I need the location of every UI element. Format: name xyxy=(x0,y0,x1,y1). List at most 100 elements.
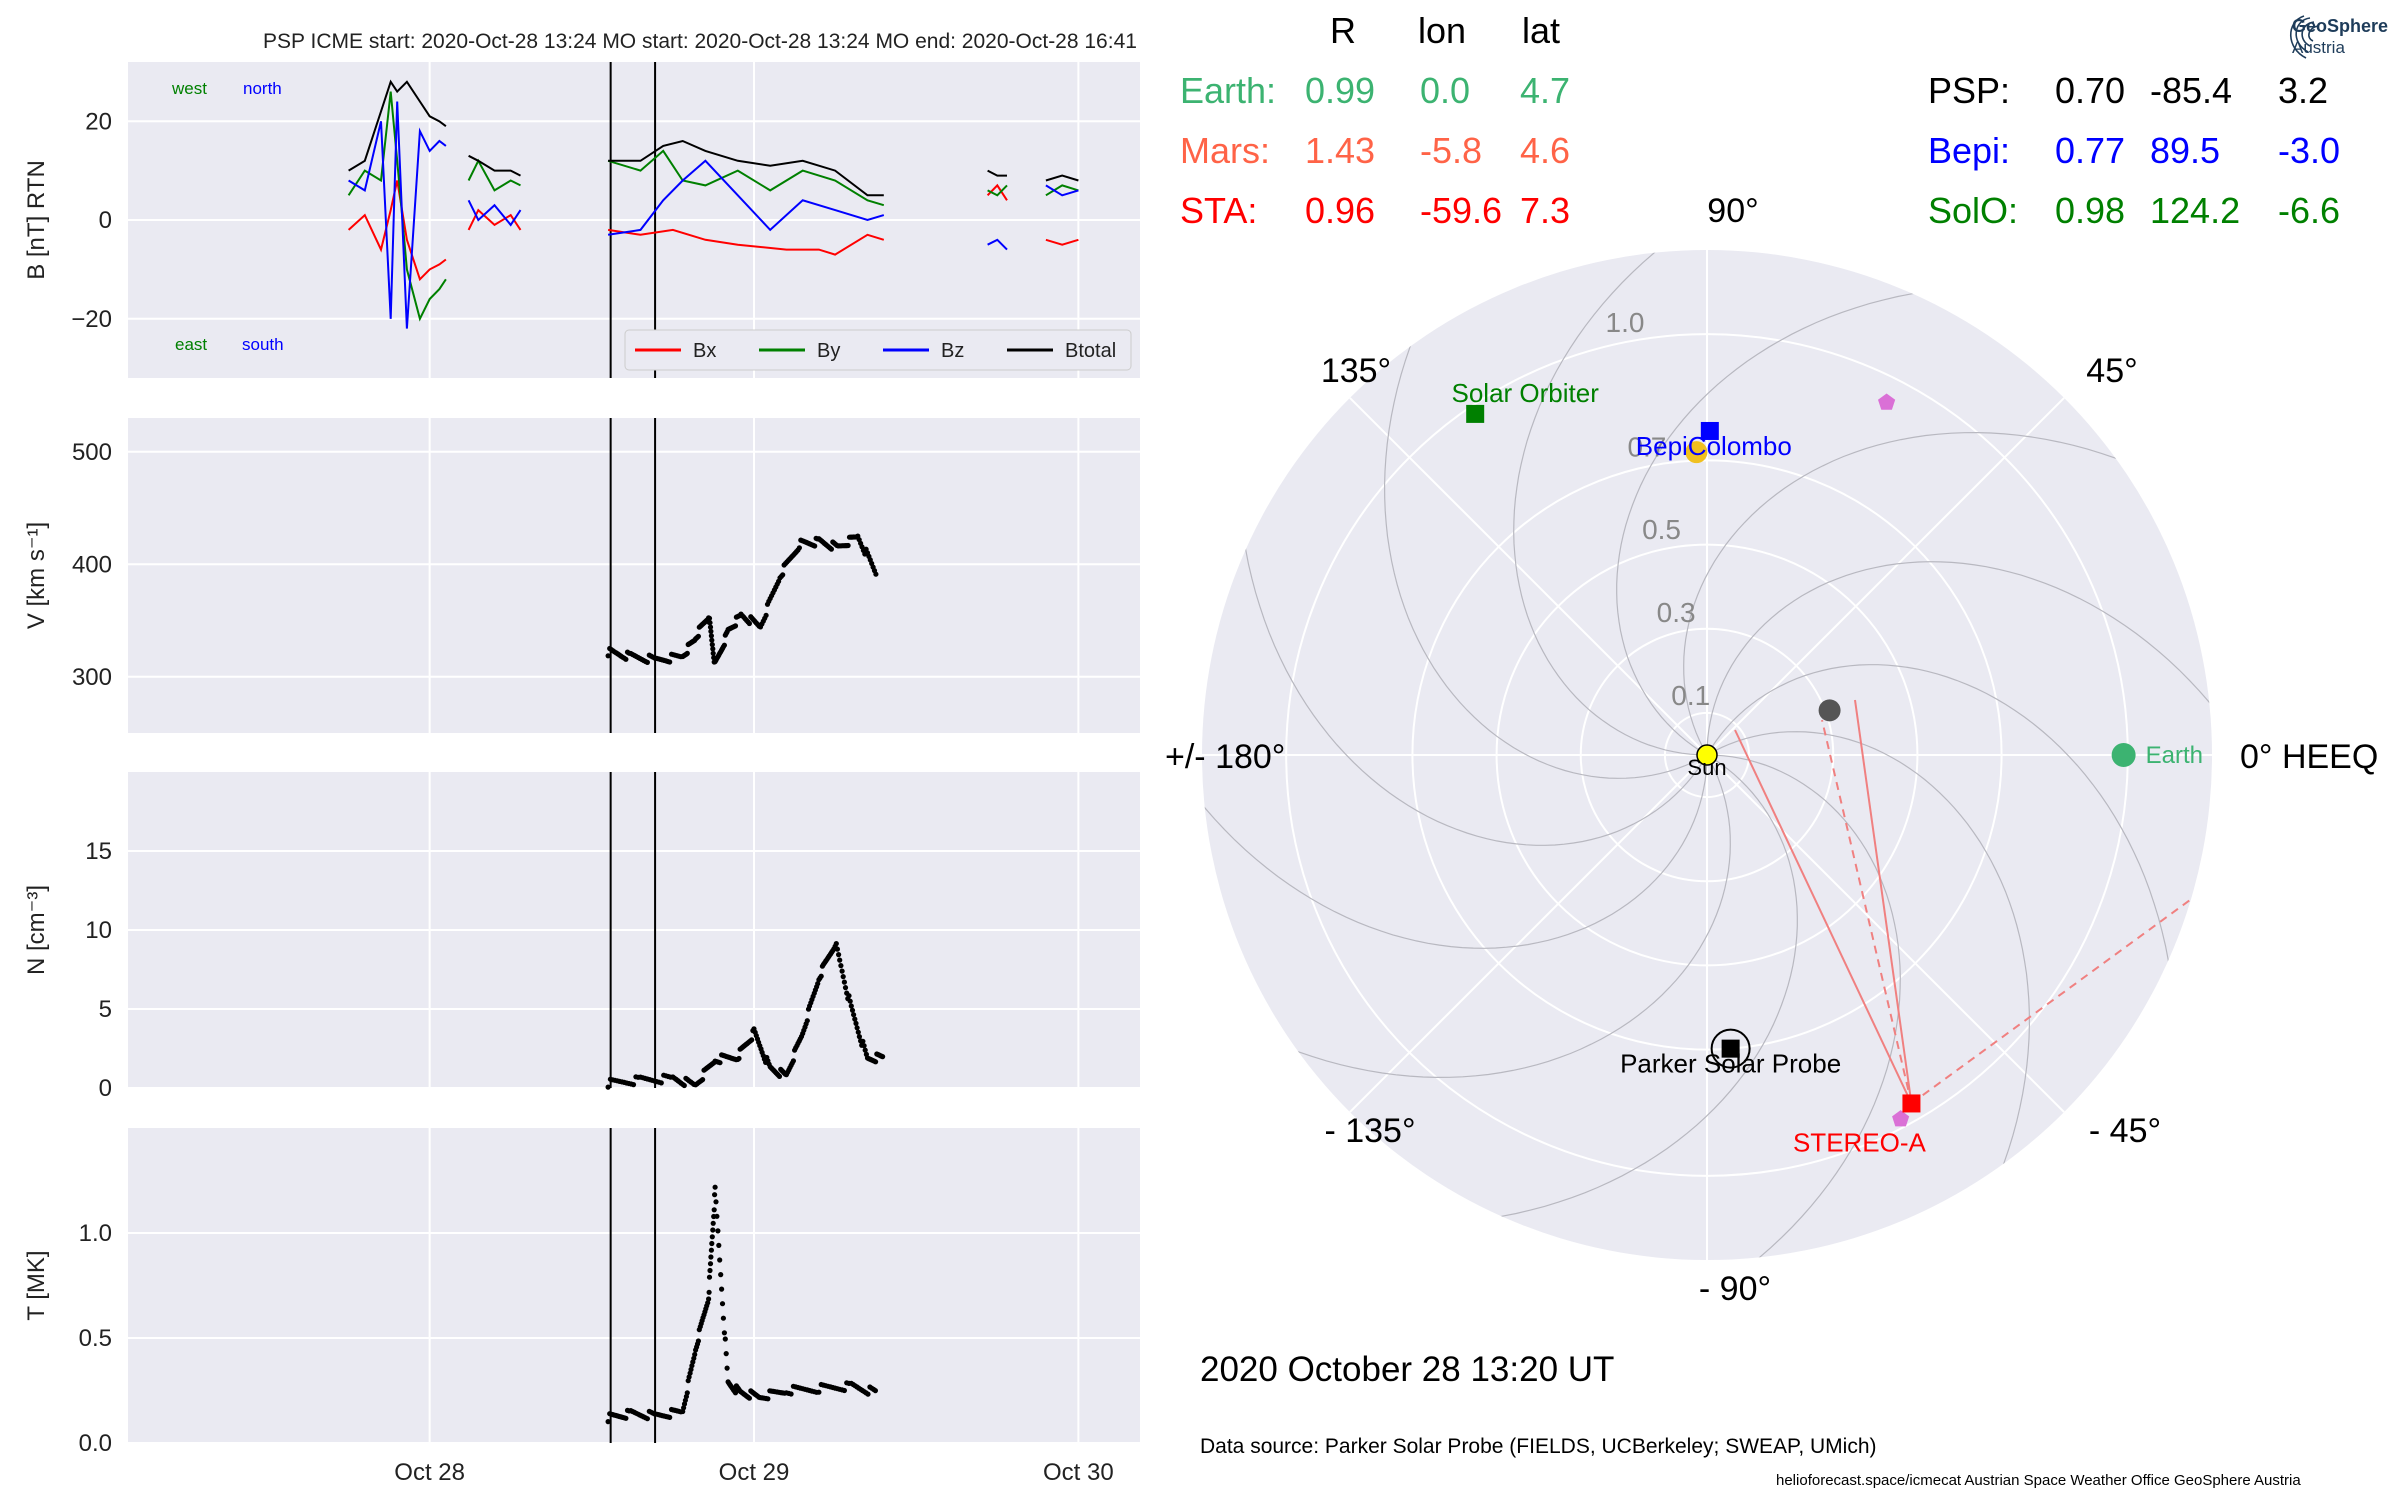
table-cell-name: STA: xyxy=(1180,190,1258,231)
y-axis-label: T [MK] xyxy=(23,1250,50,1320)
data-point xyxy=(717,1257,723,1263)
y-tick-label: −20 xyxy=(71,306,112,333)
data-point xyxy=(780,572,786,578)
data-point xyxy=(812,543,818,549)
data-point xyxy=(845,542,851,549)
data-point xyxy=(718,1272,724,1278)
table-cell-r: 0.98 xyxy=(2055,190,2126,231)
data-point xyxy=(681,1082,687,1089)
data-point xyxy=(709,637,715,643)
data-point xyxy=(715,1228,721,1234)
data-point xyxy=(724,1365,730,1371)
data-point xyxy=(853,1020,859,1026)
data-source: Data source: Parker Solar Probe (FIELDS,… xyxy=(1200,1435,1877,1458)
polar-plot: 0.1 0.3 0.5 0.7 1.0 0° HEEQ 45° 90° 135° +/- 180°… xyxy=(1165,192,2378,1308)
sun-marker xyxy=(1696,744,1718,766)
stereo-a-label: STEREO-A xyxy=(1793,1127,1927,1157)
x-tick-label: Oct 28 xyxy=(394,1459,465,1486)
y-tick-label: 20 xyxy=(85,108,112,135)
venus-marker xyxy=(1685,441,1708,464)
series-bz xyxy=(987,238,1008,251)
credits: helioforecast.space/icmecat Austrian Spa… xyxy=(1776,1472,2301,1489)
data-point xyxy=(873,1059,879,1065)
series-bx xyxy=(1045,238,1079,246)
table-header-lon: lon xyxy=(1418,10,1467,51)
data-point xyxy=(695,633,702,639)
data-point xyxy=(855,1029,861,1035)
psp-marker xyxy=(1721,1039,1740,1058)
series-bx xyxy=(607,228,885,256)
data-point xyxy=(833,941,839,947)
y-tick-label: 500 xyxy=(72,439,112,466)
angle-label: 135° xyxy=(1321,352,1391,390)
angular-gridline xyxy=(1706,754,2065,1113)
data-point xyxy=(711,1207,717,1213)
chart-legend: Bx By Bz Btotal xyxy=(624,329,1132,371)
angle-label: - 90° xyxy=(1699,1270,1771,1308)
data-point xyxy=(708,1247,715,1253)
data-point xyxy=(706,615,713,621)
data-point xyxy=(644,1416,651,1422)
table-cell-lat: 7.3 xyxy=(1520,190,1571,231)
logo-sub: Austria xyxy=(2292,38,2345,57)
data-point xyxy=(852,1016,858,1022)
data-point xyxy=(706,1296,712,1302)
table-cell-r: 0.96 xyxy=(1305,190,1376,231)
data-point xyxy=(623,656,629,662)
timeseries-panels: 20 0 −20 B [nT] RTN west north east south Bx By Bz… xyxy=(23,62,1140,1486)
scatter-series xyxy=(605,941,886,1090)
data-point xyxy=(828,546,835,552)
table-cell-lon: 0.0 xyxy=(1420,70,1471,111)
table-cell-lat: 3.2 xyxy=(2278,70,2329,111)
table-cell-r: 0.70 xyxy=(2055,70,2126,111)
annotation-east: east xyxy=(175,335,207,354)
data-point xyxy=(667,659,673,665)
stereo-a-marker xyxy=(1902,1094,1921,1113)
data-point xyxy=(710,1227,716,1233)
legend-box xyxy=(624,329,1132,371)
data-point xyxy=(873,571,879,577)
data-point xyxy=(841,979,848,985)
data-point xyxy=(623,1415,629,1421)
panel-background xyxy=(128,418,1140,733)
table-cell-lat: 4.7 xyxy=(1520,70,1571,111)
series-btotal xyxy=(468,154,521,177)
data-point xyxy=(710,1220,716,1226)
data-point xyxy=(708,633,715,639)
table-cell-lon: 124.2 xyxy=(2150,190,2241,231)
logo-swirl-icon xyxy=(2290,15,2319,59)
series-by xyxy=(987,184,1008,197)
y-tick-label: 10 xyxy=(85,917,112,944)
solar-orbiter-marker xyxy=(1466,404,1485,423)
data-point xyxy=(880,1054,886,1060)
table-cell-lon: -59.6 xyxy=(1420,190,1503,231)
panel-background xyxy=(128,1128,1140,1443)
solar-orbiter-label: Solar Orbiter xyxy=(1451,378,1599,408)
angle-label: 0° HEEQ xyxy=(2240,738,2378,776)
data-point xyxy=(856,1034,863,1040)
series-bz xyxy=(348,101,447,329)
y-axis-label: V [km s⁻¹] xyxy=(23,522,50,629)
table-cell-lon: 89.5 xyxy=(2150,130,2221,171)
data-point xyxy=(644,659,651,666)
data-point xyxy=(763,612,769,619)
data-point xyxy=(707,1267,713,1274)
data-point xyxy=(732,623,739,629)
data-point xyxy=(749,1037,755,1043)
parker-spiral-line xyxy=(1513,250,1941,756)
data-point xyxy=(816,1389,822,1395)
stereo-a-fov-line xyxy=(1910,899,2191,1105)
radial-tick-label: 0.3 xyxy=(1657,597,1696,628)
table-header-lat: lat xyxy=(1522,10,1561,51)
data-point xyxy=(706,1289,712,1295)
data-point xyxy=(721,642,728,648)
parker-spiral-line xyxy=(1473,754,1901,1260)
y-tick-label: 0 xyxy=(99,1075,112,1102)
data-point xyxy=(707,624,714,630)
scatter-series xyxy=(605,1184,879,1425)
angle-label: 90° xyxy=(1707,192,1758,230)
angular-gridline xyxy=(1349,754,1708,1113)
table-cell-name: Bepi: xyxy=(1928,130,2011,171)
series-bz xyxy=(607,159,885,236)
data-point xyxy=(765,1396,771,1402)
